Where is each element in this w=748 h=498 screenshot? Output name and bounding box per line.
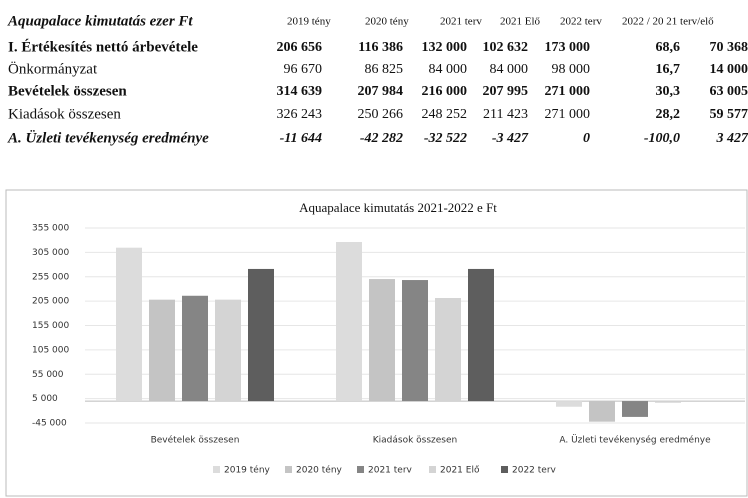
y-tick-label: 105 000: [32, 345, 69, 355]
cell: 250 266: [358, 107, 404, 122]
cell: 96 670: [284, 62, 323, 77]
row-label: A. Üzleti tevékenység eredménye: [7, 129, 209, 146]
cell: 86 825: [365, 62, 404, 77]
y-tick-label: 205 000: [32, 297, 69, 307]
cell: 102 632: [483, 40, 529, 55]
x-tick-label: Bevételek összesen: [151, 435, 240, 446]
bar: [149, 299, 175, 402]
y-tick-label: 5 000: [32, 394, 58, 404]
y-tick-label: 305 000: [32, 248, 69, 258]
row-label: I. Értékesítés nettó árbevétele: [8, 38, 198, 55]
cell: 211 423: [483, 107, 528, 122]
header-cell: 2022 / 20 21 terv/elő: [622, 16, 714, 28]
cell: 116 386: [358, 40, 403, 55]
cell: 14 000: [710, 62, 748, 77]
bar: [655, 401, 681, 403]
cell: 271 000: [545, 84, 591, 99]
cell: 206 656: [277, 40, 323, 55]
row-label: Kiadások összesen: [8, 106, 121, 122]
cell: -32 522: [424, 131, 467, 146]
cell: 216 000: [422, 84, 468, 99]
legend-swatch: [429, 466, 436, 473]
cell: 173 000: [545, 40, 591, 55]
cell: 207 995: [483, 84, 529, 99]
bar: [589, 401, 615, 422]
y-tick-label: 255 000: [32, 272, 69, 282]
y-tick-label: 155 000: [32, 321, 69, 331]
cell: 326 243: [277, 107, 323, 122]
header-cell: 2019 tény: [287, 16, 331, 28]
legend-swatch: [501, 466, 508, 473]
cell: 84 000: [490, 62, 529, 77]
x-tick-label: A. Üzleti tevékenység eredménye: [559, 435, 711, 446]
cell: 248 252: [422, 107, 468, 122]
cell: 16,7: [656, 62, 681, 77]
cell: 3 427: [716, 131, 748, 146]
cell: -11 644: [280, 131, 322, 146]
legend-swatch: [357, 466, 364, 473]
bar: [402, 280, 428, 402]
cell: -3 427: [492, 131, 529, 146]
legend-label: 2019 tény: [224, 465, 271, 476]
legend-swatch: [285, 466, 292, 473]
y-tick-label: 55 000: [32, 370, 64, 380]
cell: 70 368: [710, 40, 748, 55]
cell: 0: [583, 131, 590, 146]
cell: 271 000: [545, 107, 591, 122]
bar: [336, 242, 362, 402]
bar: [435, 297, 461, 402]
legend-label: 2021 terv: [368, 466, 413, 476]
bar: [248, 268, 274, 402]
header-cell: 2020 tény: [365, 16, 409, 28]
bar: [215, 299, 241, 402]
cell: 63 005: [710, 84, 748, 99]
bar: [116, 247, 142, 402]
cell: 314 639: [277, 84, 323, 99]
cell: 59 577: [710, 107, 748, 122]
cell: 30,3: [656, 84, 681, 99]
header-cell: Aquapalace kimutatás ezer Ft: [7, 13, 193, 29]
bar: [468, 268, 494, 402]
cell: 207 984: [358, 84, 404, 99]
bar: [182, 295, 208, 402]
header-cell: 2022 terv: [560, 16, 602, 28]
cell: 68,6: [656, 40, 681, 55]
cell: 28,2: [656, 107, 681, 122]
header-cell: 2021 Elő: [500, 16, 541, 28]
row-label: Önkormányzat: [8, 60, 98, 77]
cell: 98 000: [552, 62, 591, 77]
cell: 132 000: [422, 40, 468, 55]
cell: -42 282: [360, 131, 403, 146]
y-tick-label: 355 000: [32, 224, 69, 234]
bar: [369, 279, 395, 402]
bar: [622, 401, 648, 417]
x-tick-label: Kiadások összesen: [373, 436, 458, 446]
legend-label: 2021 Elő: [440, 466, 480, 476]
y-tick-label: -45 000: [32, 419, 67, 429]
cell: -100,0: [644, 131, 680, 146]
cell: 84 000: [429, 62, 468, 77]
header-cell: 2021 terv: [440, 16, 482, 28]
legend-label: 2022 terv: [512, 466, 557, 476]
bar: [556, 401, 582, 407]
chart-title: Aquapalace kimutatás 2021-2022 e Ft: [299, 200, 497, 215]
row-label: Bevételek összesen: [8, 83, 127, 99]
legend-label: 2020 tény: [296, 465, 343, 476]
legend-swatch: [213, 466, 220, 473]
chart-frame: [5, 189, 748, 497]
